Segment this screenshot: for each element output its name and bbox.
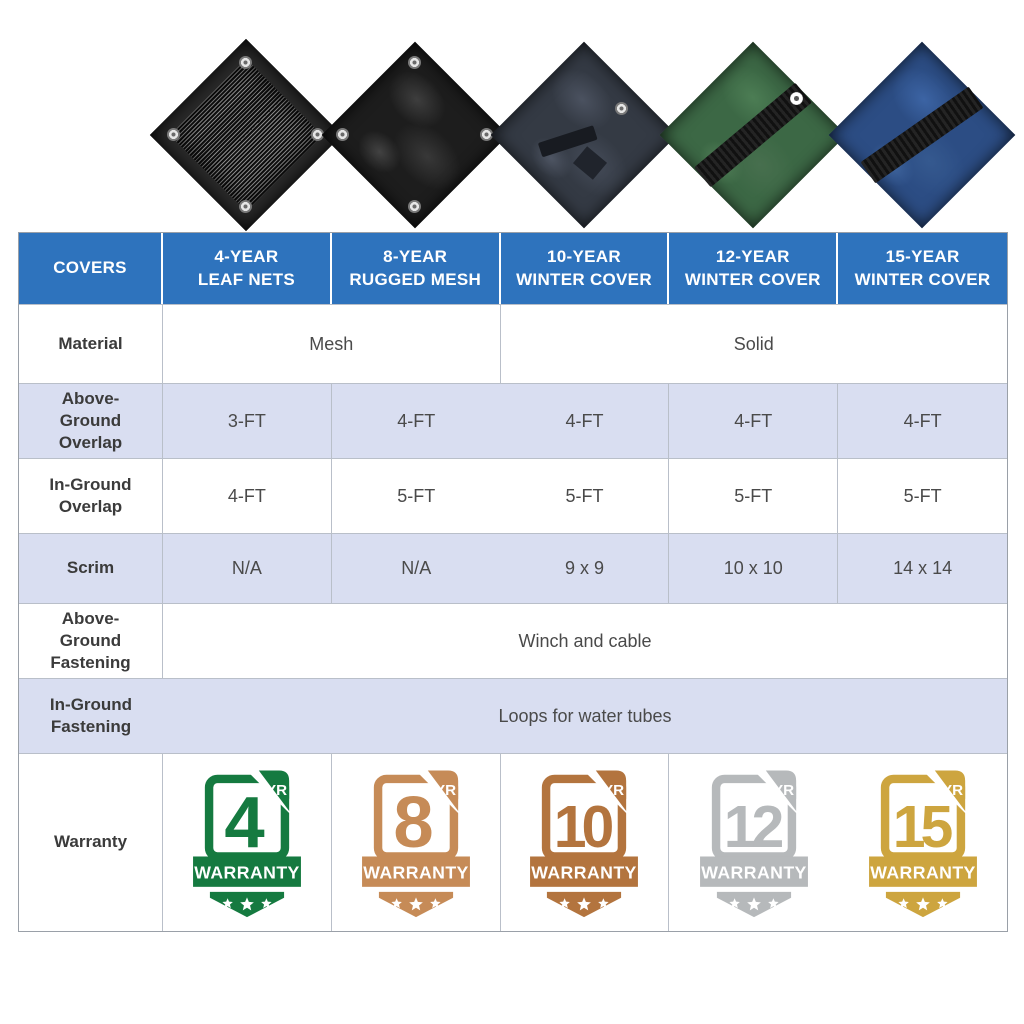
header-line2: WINTER COVER [516, 269, 652, 289]
grommet-icon [408, 200, 421, 213]
cell-ag-overlap-1: 4-FT [331, 383, 501, 458]
product-image-8yr-rugged-mesh [320, 40, 510, 230]
mesh-texture [169, 58, 323, 212]
svg-text:YR: YR [773, 781, 794, 798]
header-label: COVERS [53, 258, 127, 278]
cell-scrim-2: 9 x 9 [500, 533, 670, 603]
svg-text:8: 8 [393, 782, 433, 863]
warranty-badge-4yr: YR 4 WARRANTY [163, 753, 332, 931]
svg-text:YR: YR [603, 781, 624, 798]
svg-text:15: 15 [892, 794, 952, 860]
header-line1: 15-YEAR [885, 246, 960, 266]
grommet-icon [615, 102, 628, 115]
warranty-badge-10yr: YR 10 WARRANTY [500, 753, 670, 931]
svg-text:YR: YR [435, 781, 456, 798]
product-image-10yr-winter-cover [489, 40, 679, 230]
header-line1: 10-YEAR [547, 246, 621, 266]
header-line1: 12-YEAR [715, 246, 790, 266]
cell-scrim-1: N/A [331, 533, 501, 603]
row-label-above-ground-fastening: Above-Ground Fastening [19, 603, 163, 678]
product-image-4yr-leaf-net [149, 38, 343, 232]
grommet-icon [239, 56, 252, 69]
svg-text:YR: YR [942, 781, 963, 798]
cell-scrim-0: N/A [163, 533, 332, 603]
svg-text:12: 12 [723, 794, 782, 860]
cell-ig-overlap-1: 5-FT [331, 458, 501, 533]
warranty-badge-8yr: YR 8 WARRANTY [331, 753, 501, 931]
header-line2: WINTER COVER [684, 269, 821, 289]
cell-material-mesh: Mesh [163, 304, 501, 383]
row-label-warranty: Warranty [19, 753, 163, 931]
cell-ag-overlap-4: 4-FT [838, 383, 1007, 458]
header-line2: WINTER COVER [854, 269, 991, 289]
cell-material-solid: Solid [500, 304, 1007, 383]
cell-scrim-3: 10 x 10 [669, 533, 839, 603]
header-line2: LEAF NETS [197, 269, 295, 289]
cell-ag-overlap-2: 4-FT [500, 383, 670, 458]
svg-text:10: 10 [554, 794, 613, 860]
row-label-material: Material [19, 304, 163, 383]
cell-ag-overlap-3: 4-FT [669, 383, 839, 458]
header-col-12-year-winter-cover: 12-YEAR WINTER COVER [669, 233, 839, 304]
cell-ag-overlap-0: 3-FT [163, 383, 332, 458]
row-label-above-ground-overlap: Above-Ground Overlap [19, 383, 163, 458]
svg-text:WARRANTY: WARRANTY [363, 862, 469, 882]
grommet-icon [336, 128, 349, 141]
header-col-8-year-rugged-mesh: 8-YEAR RUGGED MESH [331, 233, 501, 304]
grommet-icon [167, 128, 180, 141]
row-label-in-ground-overlap: In-Ground Overlap [19, 458, 163, 533]
cell-ig-fastening: Loops for water tubes [163, 678, 1007, 753]
svg-text:WARRANTY: WARRANTY [532, 862, 638, 882]
cell-ig-overlap-3: 5-FT [669, 458, 839, 533]
cell-ig-overlap-4: 5-FT [838, 458, 1007, 533]
row-label-in-ground-fastening: In-Ground Fastening [19, 678, 163, 753]
warranty-badge-12yr: YR 12 WARRANTY [669, 753, 839, 931]
warranty-badge-15yr: YR 15 WARRANTY [838, 753, 1007, 931]
grommet-icon [408, 56, 421, 69]
svg-text:WARRANTY: WARRANTY [870, 862, 976, 882]
row-label-scrim: Scrim [19, 533, 163, 603]
grommet-icon [239, 200, 252, 213]
product-image-15yr-winter-cover [827, 40, 1017, 230]
cell-ig-overlap-2: 5-FT [500, 458, 670, 533]
cell-ag-fastening: Winch and cable [163, 603, 1007, 678]
svg-text:WARRANTY: WARRANTY [701, 862, 807, 882]
product-image-12yr-winter-cover [658, 40, 848, 230]
header-col-4-year-leaf-nets: 4-YEAR LEAF NETS [163, 233, 332, 304]
cell-ig-overlap-0: 4-FT [163, 458, 332, 533]
header-covers: COVERS [19, 233, 163, 304]
svg-text:4: 4 [224, 782, 264, 863]
grommet-icon [311, 128, 324, 141]
warranty-badge-icon: YR 12 WARRANTY [695, 766, 813, 919]
comparison-table: COVERS 4-YEAR LEAF NETS 8-YEAR RUGGED ME… [18, 232, 1008, 932]
header-col-15-year-winter-cover: 15-YEAR WINTER COVER [838, 233, 1007, 304]
warranty-badge-icon: YR 4 WARRANTY [188, 766, 306, 919]
header-line2: RUGGED MESH [349, 269, 482, 289]
warranty-badge-icon: YR 8 WARRANTY [357, 766, 475, 919]
cell-scrim-4: 14 x 14 [838, 533, 1007, 603]
header-col-10-year-winter-cover: 10-YEAR WINTER COVER [500, 233, 670, 304]
warranty-badge-icon: YR 10 WARRANTY [525, 766, 644, 919]
grommet-icon [480, 128, 493, 141]
svg-text:YR: YR [266, 781, 287, 798]
grommet-icon [790, 92, 803, 105]
svg-text:WARRANTY: WARRANTY [194, 862, 300, 882]
header-line1: 8-YEAR [383, 246, 448, 266]
header-line1: 4-YEAR [214, 246, 279, 266]
warranty-badge-icon: YR 15 WARRANTY [864, 766, 982, 919]
